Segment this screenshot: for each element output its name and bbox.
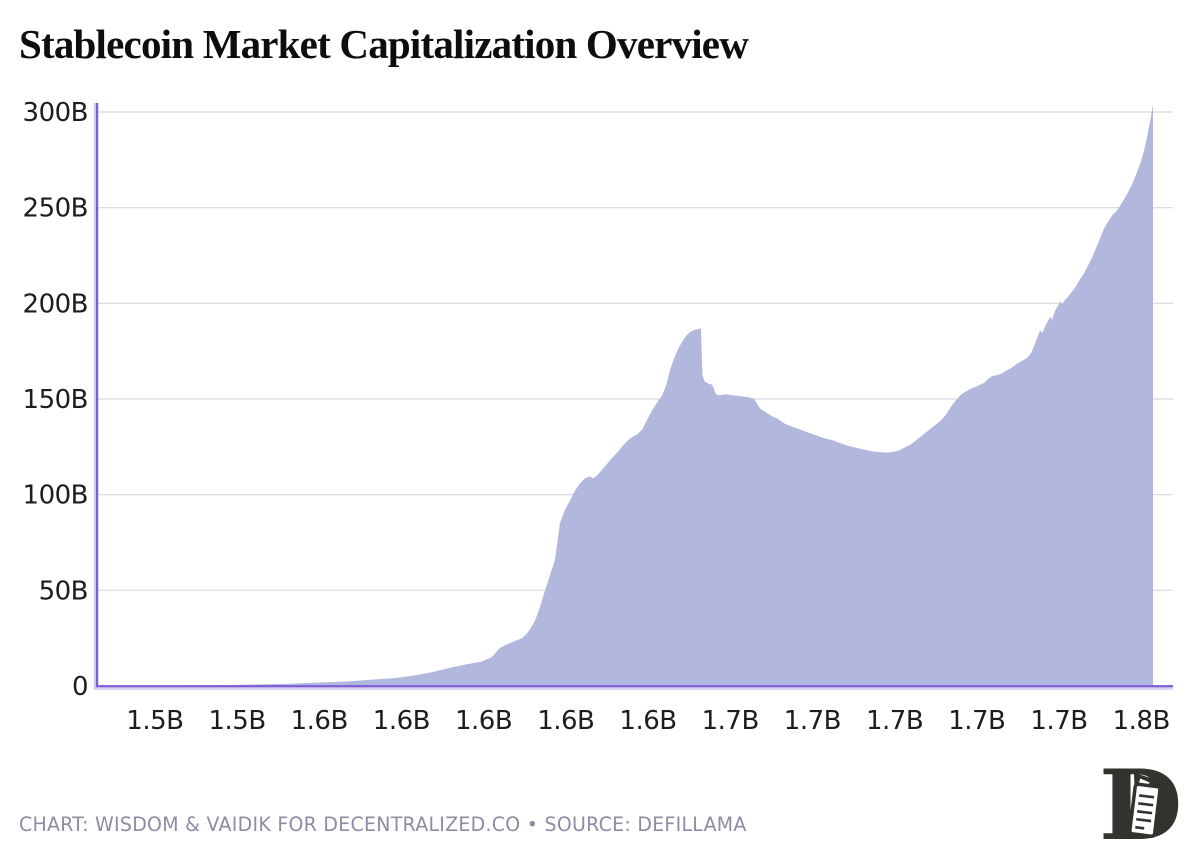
- x-axis-tick-label: 1.6B: [373, 706, 430, 736]
- logo-scroll-icon: [1128, 772, 1162, 838]
- x-axis-tick-label: 1.8B: [1113, 706, 1170, 736]
- x-axis-tick-label: 1.6B: [291, 706, 348, 736]
- y-axis-tick-label: 150B: [23, 385, 88, 415]
- x-axis-tick-label: 1.7B: [702, 706, 759, 736]
- y-axis-tick-label: 200B: [23, 289, 88, 319]
- y-axis-tick-label: 0: [72, 672, 88, 702]
- decentralized-logo: D: [1099, 762, 1182, 848]
- market-cap-area-series: [97, 104, 1153, 687]
- chart-credit-text: CHART: WISDOM & VAIDIK FOR DECENTRALIZED…: [19, 813, 747, 836]
- x-axis-tick-label: 1.6B: [619, 706, 676, 736]
- y-axis-tick-label: 300B: [23, 98, 88, 128]
- page-title: Stablecoin Market Capitalization Overvie…: [19, 21, 749, 67]
- x-axis-tick-label: 1.7B: [948, 706, 1005, 736]
- x-axis-tick-label: 1.6B: [537, 706, 594, 736]
- y-axis-tick-label: 50B: [39, 576, 88, 606]
- x-axis-tick-label: 1.7B: [1030, 706, 1087, 736]
- y-axis-tick-label: 100B: [23, 481, 88, 511]
- x-axis-tick-label: 1.5B: [209, 706, 266, 736]
- x-axis-tick-label: 1.7B: [784, 706, 841, 736]
- x-axis-tick-label: 1.6B: [455, 706, 512, 736]
- x-axis-tick-label: 1.7B: [866, 706, 923, 736]
- y-axis-tick-label: 250B: [23, 194, 88, 224]
- x-axis-tick-label: 1.5B: [126, 706, 183, 736]
